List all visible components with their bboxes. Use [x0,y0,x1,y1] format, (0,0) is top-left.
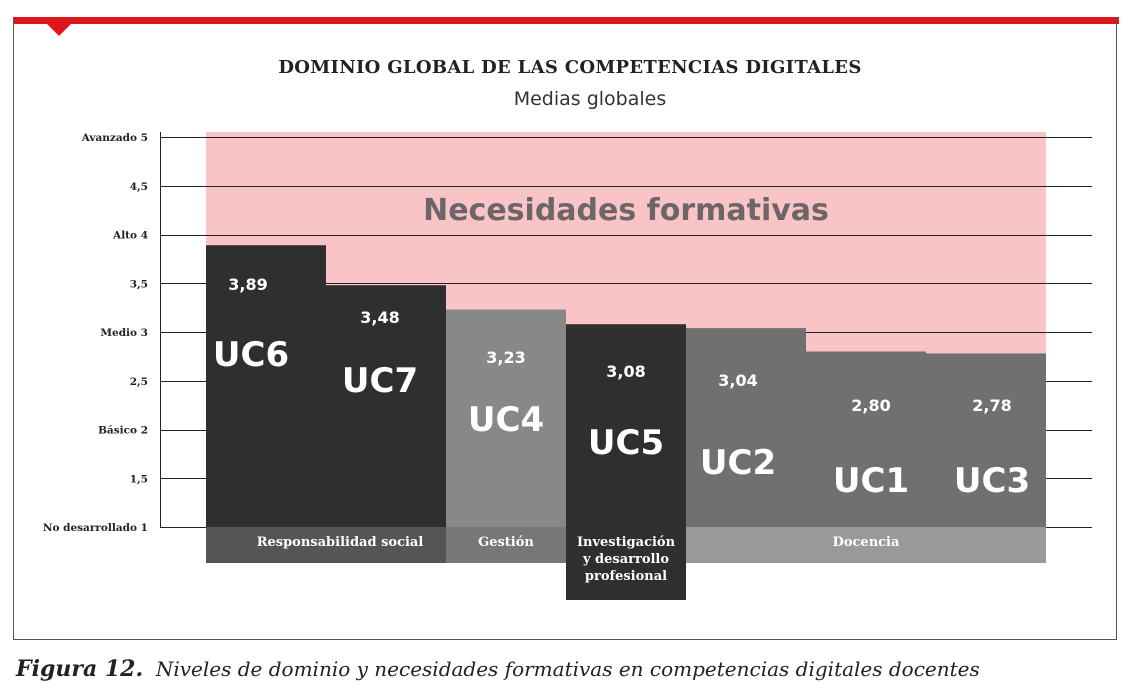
bar-chart: Necesidades formativas 3,89 UC6 3,48 UC7 3,2… [43,132,1092,600]
category-label: UC7 [342,361,418,401]
group-label: Gestión [478,535,534,550]
bars [206,245,1046,527]
category-label: UC4 [468,400,544,440]
y-tick-label: Avanzado 5 [81,132,148,144]
y-tick-label: 2,5 [130,376,148,388]
bar-uc1 [806,351,926,527]
data-label: 3,89 [228,275,267,294]
bar-uc7 [326,285,446,527]
figure-caption: Figura 12. Niveles de dominio y necesida… [16,656,980,682]
group-bands: Responsabilidad social Gestión Investigaci… [206,527,1046,600]
y-tick-label: 1,5 [130,473,148,485]
figure-number: Figura 12. [16,656,144,682]
accent-notch [47,24,71,36]
group-band [206,527,446,563]
bar-uc3 [926,353,1046,527]
category-label: UC1 [833,461,909,501]
data-label: 2,80 [851,396,890,415]
y-axis: Avanzado 5 4,5 Alto 4 3,5 Medio 3 2,5 Básico 2… [43,132,148,534]
top-accent-bar [13,17,1119,24]
bar-labels: 3,89 UC6 3,48 UC7 3,23 UC4 3,08 UC5 3,04 UC2 2,80 U… [213,275,1030,501]
bar-uc2 [686,328,806,527]
y-tick-label: Medio 3 [100,327,148,339]
data-label: 3,48 [360,308,399,327]
data-label: 2,78 [972,396,1011,415]
group-band [686,527,1046,563]
y-tick-label: No desarrollado 1 [43,522,148,534]
y-tick-label: 3,5 [130,278,148,290]
bar-uc5 [566,324,686,527]
category-label: UC2 [700,443,776,483]
data-label: 3,23 [486,348,525,367]
group-label: Investigación y desarrollo profesional [577,535,676,584]
needs-annotation: Necesidades formativas [423,193,829,228]
bar-uc4 [446,309,566,527]
y-tick-label: 4,5 [130,181,148,193]
category-label: UC5 [588,423,664,463]
group-band [566,527,686,600]
category-label: UC3 [954,461,1030,501]
figure-caption-text: Niveles de dominio y necesidades formati… [155,657,980,681]
group-band [446,527,566,563]
data-label: 3,04 [718,371,757,390]
group-label: Responsabilidad social [257,535,424,550]
y-tick-label: Básico 2 [98,425,148,437]
y-tick-label: Alto 4 [112,230,148,242]
chart-subtitle: Medias globales [513,88,667,110]
category-label: UC6 [213,335,289,375]
figure-frame [13,17,1117,640]
bar-uc6 [206,245,326,527]
chart-title: DOMINIO GLOBAL DE LAS COMPETENCIAS DIGIT… [278,57,862,78]
group-label: Docencia [833,535,900,550]
data-label: 3,08 [606,362,645,381]
